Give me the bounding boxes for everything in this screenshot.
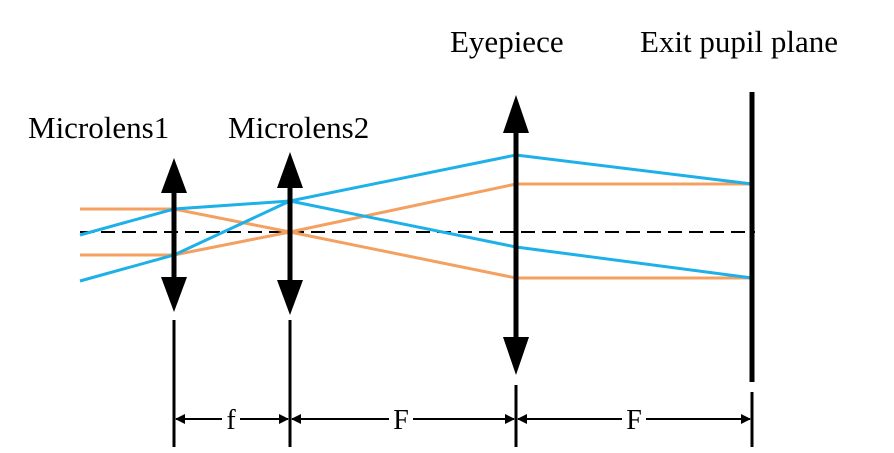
extension-lines — [172, 320, 754, 447]
label-exit-pupil-plane: Exit pupil plane — [640, 24, 838, 59]
orange-ray-upper — [80, 207, 752, 280]
dimension-label-f: f — [226, 405, 236, 436]
microlens2-symbol — [277, 152, 303, 315]
eyepiece-symbol — [503, 95, 529, 375]
dimension-label-F2: F — [626, 405, 642, 436]
label-microlens2: Microlens2 — [228, 110, 369, 145]
blue-ray-group — [79, 153, 753, 283]
blue-ray-lower — [79, 199, 753, 283]
label-microlens1: Microlens1 — [28, 110, 169, 145]
dimension-label-F1: F — [393, 405, 409, 436]
orange-ray-lower — [80, 182, 752, 257]
microlens1-symbol — [161, 158, 187, 312]
label-eyepiece: Eyepiece — [450, 24, 564, 59]
blue-ray-upper — [79, 153, 753, 237]
